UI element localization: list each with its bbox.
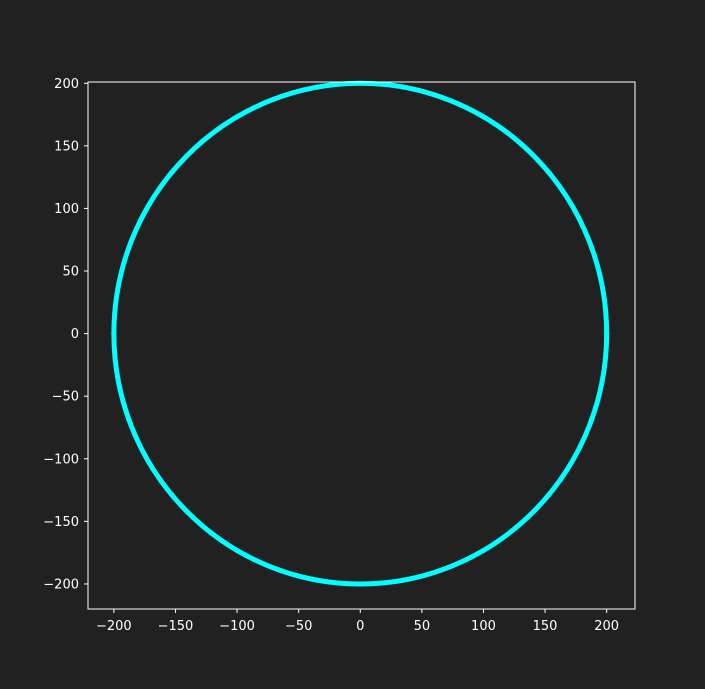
- x-tick-label: −100: [219, 619, 255, 634]
- x-tick-label: −150: [158, 619, 194, 634]
- x-tick-label: 200: [594, 619, 619, 634]
- axes-frame: [87, 81, 636, 610]
- data-point: [604, 331, 610, 337]
- data-point: [546, 170, 552, 176]
- y-tick-label: 200: [54, 77, 79, 92]
- data-point: [480, 547, 487, 554]
- data-point: [314, 577, 321, 583]
- data-point: [480, 114, 487, 120]
- x-tick-label: −50: [285, 619, 312, 634]
- data-point: [314, 84, 321, 90]
- y-tick-label: −150: [43, 515, 79, 530]
- data-point: [126, 416, 132, 422]
- x-axis: −200 −150 −100 −50 0 50 100 150 200: [96, 609, 619, 634]
- data-point: [168, 491, 175, 498]
- data-point: [546, 491, 552, 498]
- y-tick-label: −200: [43, 577, 79, 592]
- data-point: [400, 84, 406, 90]
- y-axis: −200 −150 −100 −50 0 50 100 150 200: [43, 77, 88, 592]
- x-tick-label: 150: [533, 619, 558, 634]
- x-tick-label: −200: [96, 619, 132, 634]
- data-layer: [111, 80, 610, 587]
- data-point: [589, 416, 595, 422]
- plot-area: [88, 82, 635, 609]
- y-tick-label: 0: [71, 327, 79, 342]
- data-point: [111, 331, 117, 337]
- x-tick-label: 100: [471, 619, 496, 634]
- data-point: [589, 245, 595, 251]
- data-point: [126, 245, 132, 251]
- y-tick-label: 50: [62, 265, 79, 280]
- y-tick-label: 100: [54, 202, 79, 217]
- x-tick-label: 50: [414, 619, 431, 634]
- y-tick-label: 150: [54, 139, 79, 154]
- data-point: [234, 114, 240, 120]
- data-point: [234, 547, 240, 554]
- data-point: [168, 170, 175, 176]
- x-tick-label: 0: [356, 619, 364, 634]
- y-tick-label: −50: [52, 390, 79, 405]
- y-tick-label: −100: [43, 452, 79, 467]
- data-point: [400, 577, 406, 583]
